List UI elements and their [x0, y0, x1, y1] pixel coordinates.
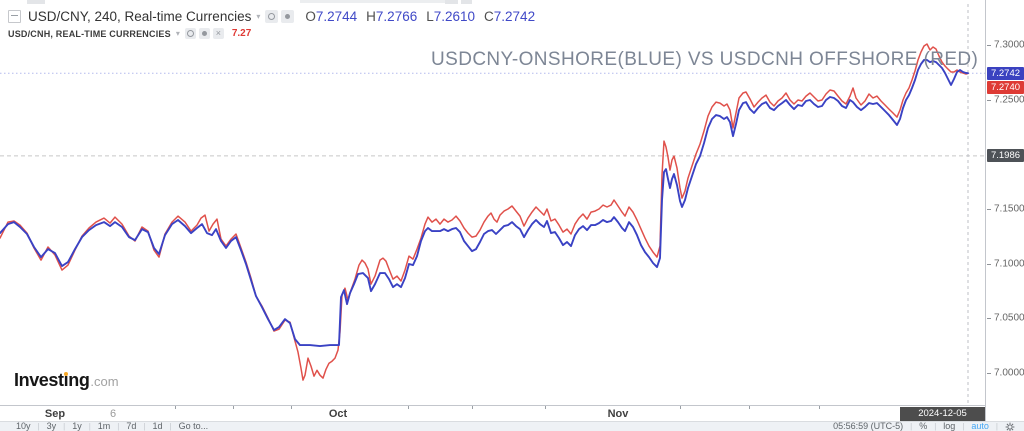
range-button-7d[interactable]: 7d: [126, 421, 137, 431]
time-tick-mark: [472, 406, 473, 409]
toolbar-separator: |: [910, 422, 913, 431]
series-line-usdcny-onshore: [0, 59, 969, 348]
time-label-oct: Oct: [328, 408, 348, 420]
toolbar-toggle-[interactable]: %: [919, 421, 928, 431]
price-tick-mark: [987, 45, 991, 46]
time-tick-mark: [680, 406, 681, 409]
range-button-3y[interactable]: 3y: [46, 421, 57, 431]
chart-legend: USD/CNY, 240, Real-time Currencies ▾ O7.…: [8, 8, 544, 40]
time-tick-mark: [545, 406, 546, 409]
investing-logo: Investing .com: [14, 370, 119, 391]
time-tick-mark: [819, 406, 820, 409]
time-tick-mark: [749, 406, 750, 409]
axis-settings-group: 05:56:59 (UTC-5) |% | log | auto |: [826, 422, 1015, 431]
toolbar-separator: |: [962, 422, 965, 431]
range-button-1d[interactable]: 1d: [152, 421, 163, 431]
toolbar-toggle-log[interactable]: log: [943, 421, 956, 431]
close-icon[interactable]: ×: [212, 28, 224, 39]
price-badge-level: 7.1986: [987, 149, 1024, 162]
toolbar-toggle-auto[interactable]: auto: [971, 421, 989, 431]
toolbar-separator: |: [37, 422, 40, 431]
toolbar-separator: |: [169, 422, 172, 431]
price-tick-label: 7.1500: [994, 203, 1024, 215]
price-tick-mark: [987, 100, 991, 101]
logo-orange-dot-icon: [64, 372, 68, 376]
settings-icon[interactable]: [198, 28, 210, 39]
range-buttons-group: 10y | 3y | 1y | 1m | 7d | 1d | Go to...: [9, 422, 215, 431]
visibility-icon-glyph: [186, 30, 194, 37]
time-label-nov: Nov: [607, 408, 629, 420]
investing-logo-text: Investing: [14, 370, 90, 390]
usdcnh-last-value: 7.27: [231, 28, 252, 39]
time-axis[interactable]: 2024-12-05 03:00:00 Sep 6 Oct Nov: [0, 405, 1024, 431]
price-tick-mark: [987, 318, 991, 319]
toolbar-separator: |: [934, 422, 937, 431]
ohlc-values: O7.2744 H7.2766 L7.2610 C7.2742: [305, 9, 544, 24]
bottom-toolbar: 10y | 3y | 1y | 1m | 7d | 1d | Go to... 05:56:59 (UT…: [0, 421, 1024, 431]
settings-icon-glyph: [201, 31, 207, 36]
price-tick-mark: [987, 373, 991, 374]
toolbar-separator: |: [995, 422, 998, 431]
investing-logo-suffix: .com: [90, 374, 119, 389]
last-bar-time-badge: 2024-12-05 03:00:00: [900, 407, 985, 431]
price-tick-label: 7.3000: [994, 39, 1024, 51]
toolbar-separator: |: [88, 422, 91, 431]
time-tick-mark: [408, 406, 409, 409]
legend-row-usdcny: USD/CNY, 240, Real-time Currencies ▾ O7.…: [8, 8, 544, 25]
time-tick-mark: [291, 406, 292, 409]
price-tick-label: 7.0000: [994, 367, 1024, 379]
ohlc-o-value: O7.2744: [305, 9, 358, 24]
price-tick-mark: [987, 264, 991, 265]
toolbar-separator: |: [117, 422, 120, 431]
ohlc-l-value: L7.2610: [426, 9, 476, 24]
gear-icon[interactable]: [1005, 422, 1015, 431]
series-line-usdcnh-offshore: [0, 43, 969, 381]
range-button-1m[interactable]: 1m: [97, 421, 111, 431]
top-toolbar-fragment: [300, 0, 450, 3]
price-badge-usdcnh: 7.2740: [987, 81, 1024, 94]
range-button-1y[interactable]: 1y: [72, 421, 82, 431]
price-tick-label: 7.0500: [994, 312, 1024, 324]
top-toolbar-fragment: [27, 0, 45, 4]
chevron-down-icon[interactable]: ▾: [175, 29, 180, 38]
settings-icon[interactable]: [281, 10, 295, 23]
visibility-icon[interactable]: [184, 28, 196, 39]
range-button-goto[interactable]: Go to...: [178, 421, 209, 431]
ohlc-h-value: H7.2766: [366, 9, 418, 24]
clock-utc-label[interactable]: 05:56:59 (UTC-5): [833, 421, 904, 431]
time-tick-mark: [175, 406, 176, 409]
price-tick-label: 7.1000: [994, 258, 1024, 270]
time-tick-mark: [233, 406, 234, 409]
visibility-icon-glyph: [268, 13, 276, 20]
settings-icon-glyph: [285, 14, 291, 19]
top-toolbar-fragment: [461, 0, 472, 4]
chart-annotation-title: USDCNY-ONSHORE(BLUE) VS USDCNH OFFSHORE …: [431, 49, 979, 70]
symbol-title-usdcny[interactable]: USD/CNY, 240, Real-time Currencies: [28, 9, 252, 24]
price-badge-usdcny: 7.2742: [987, 67, 1024, 80]
legend-icon-group: ×: [184, 28, 227, 39]
chevron-down-icon[interactable]: ▾: [256, 12, 261, 21]
price-tick-mark: [987, 209, 991, 210]
range-button-10y[interactable]: 10y: [16, 421, 31, 431]
time-label-sep: Sep: [44, 408, 66, 420]
toolbar-separator: |: [63, 422, 66, 431]
close-icon-glyph: ×: [215, 28, 221, 38]
legend-icon-group: [265, 10, 297, 23]
time-label-6: 6: [109, 408, 117, 420]
top-toolbar-fragment: [445, 0, 458, 4]
ohlc-c-value: C7.2742: [484, 9, 536, 24]
price-axis[interactable]: 7.3000 7.2500 7.1500 7.1000 7.0500 7.0000 7.27…: [985, 0, 1024, 421]
price-chart-plot[interactable]: [0, 0, 985, 405]
price-tick-label: 7.2500: [994, 94, 1024, 106]
legend-row-usdcnh: USD/CNH, REAL-TIME CURRENCIES ▾ × 7.27: [8, 27, 544, 40]
visibility-icon[interactable]: [265, 10, 279, 23]
collapse-legend-icon[interactable]: [8, 10, 21, 23]
symbol-title-usdcnh[interactable]: USD/CNH, REAL-TIME CURRENCIES: [8, 28, 171, 39]
toolbar-separator: |: [143, 422, 146, 431]
